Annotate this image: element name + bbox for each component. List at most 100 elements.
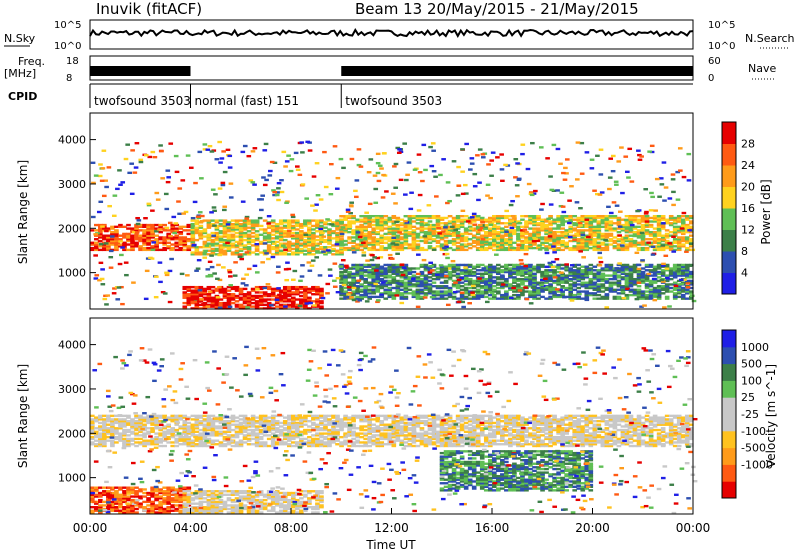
power-cells-cell bbox=[512, 222, 517, 225]
power-cells-cell bbox=[190, 296, 196, 299]
power-cells-cell bbox=[435, 239, 441, 243]
power-cells-cell bbox=[588, 218, 594, 221]
power-cells-cell bbox=[547, 235, 553, 238]
power-cells-cell bbox=[355, 270, 360, 274]
power-cells-cell bbox=[299, 251, 304, 254]
power-cells-cell bbox=[451, 220, 457, 223]
power-cells-cell bbox=[299, 294, 304, 298]
power-cells-cell bbox=[463, 263, 469, 267]
velocity-cells-cell bbox=[98, 416, 103, 419]
power-cells-cell bbox=[214, 247, 220, 251]
power-cells-cell bbox=[509, 226, 515, 230]
power-cells-cell bbox=[258, 301, 264, 305]
power-cells-cell bbox=[596, 274, 602, 277]
velocity-cells-cell bbox=[142, 443, 147, 446]
power-cells-cell bbox=[556, 223, 561, 227]
velocity-cells-cell bbox=[146, 418, 151, 421]
velocity-cells-cell bbox=[158, 437, 163, 441]
power-cells-cell bbox=[399, 270, 405, 274]
power-cells-cell bbox=[628, 229, 634, 232]
power-cells-cell bbox=[242, 293, 248, 296]
power-cells-cell bbox=[688, 220, 694, 223]
power-cells-cell bbox=[596, 286, 602, 290]
power-cells-cell bbox=[556, 283, 561, 286]
power-cells-cell bbox=[242, 235, 248, 238]
power-cells-cell bbox=[318, 198, 324, 201]
power-cells-cell bbox=[540, 270, 545, 274]
power-cells-cell bbox=[417, 193, 423, 197]
power-cells-cell bbox=[286, 291, 292, 294]
power-cells-cell bbox=[604, 214, 610, 218]
power-cells-cell bbox=[373, 282, 379, 286]
power-cells-cell bbox=[355, 231, 361, 234]
power-cells-cell bbox=[393, 202, 398, 205]
velocity-cells-cell bbox=[162, 435, 167, 439]
power-cells-cell bbox=[150, 234, 155, 237]
power-cells-cell bbox=[396, 151, 402, 155]
velocity-cells-cell bbox=[190, 427, 196, 430]
power-cells-cell bbox=[604, 243, 610, 246]
power-cells-cell bbox=[478, 247, 484, 251]
power-cells-cell bbox=[492, 239, 497, 243]
power-cells-cell bbox=[552, 238, 557, 241]
power-cells-cell bbox=[500, 234, 505, 237]
power-cells-cell bbox=[423, 265, 429, 268]
power-cells-cell bbox=[295, 165, 300, 168]
power-cells-cell bbox=[649, 150, 655, 154]
power-cells-cell bbox=[520, 281, 525, 284]
power-cells-cell bbox=[576, 286, 582, 290]
power-cells-cell bbox=[447, 286, 453, 290]
power-cells-cell bbox=[387, 293, 393, 297]
power-cells-cell bbox=[604, 216, 610, 220]
power-cells-cell bbox=[676, 230, 682, 234]
power-cells-cell bbox=[580, 290, 586, 293]
power-cells-cell bbox=[584, 292, 590, 295]
power-cells-cell bbox=[640, 218, 646, 221]
power-cells-cell bbox=[544, 274, 549, 277]
cpid-segment-0: twofsound 3503 bbox=[94, 94, 191, 108]
power-cells-cell bbox=[600, 248, 606, 252]
power-cells-cell bbox=[186, 293, 192, 296]
velocity-cells-cell bbox=[90, 427, 95, 430]
power-cells-cell bbox=[163, 192, 169, 196]
power-cells-cell bbox=[520, 292, 525, 295]
power-cells-cell bbox=[415, 246, 421, 250]
power-cells-cell bbox=[528, 274, 533, 277]
power-cells-cell bbox=[199, 298, 204, 301]
power-cells-cell bbox=[319, 305, 324, 308]
power-cells-cell bbox=[321, 250, 326, 253]
power-cells-cell bbox=[532, 269, 537, 272]
power-cells-cell bbox=[114, 229, 119, 232]
power-cells-cell bbox=[508, 263, 513, 267]
power-cells-cell bbox=[299, 235, 304, 238]
power-cells-cell bbox=[94, 238, 99, 241]
velocity-cells-cell bbox=[106, 423, 111, 426]
power-cells-cell bbox=[134, 225, 139, 229]
power-cells-cell bbox=[168, 142, 174, 145]
power-cells-cell bbox=[138, 158, 144, 162]
power-cells-cell bbox=[367, 220, 372, 223]
power-cells-cell bbox=[504, 241, 509, 244]
power-cells-cell bbox=[475, 288, 481, 291]
power-cells-cell bbox=[536, 270, 541, 274]
power-cells-cell bbox=[403, 230, 409, 234]
power-cells-cell bbox=[226, 235, 232, 238]
power-cells-cell bbox=[343, 269, 348, 272]
power-cells-cell bbox=[214, 235, 220, 238]
power-cells-cell bbox=[520, 225, 525, 229]
power-cells-cell bbox=[664, 234, 670, 237]
power-cells-cell bbox=[656, 229, 662, 232]
power-cells-cell bbox=[246, 237, 252, 240]
power-cells-cell bbox=[351, 216, 356, 220]
power-ylabel: Slant Range [km] bbox=[16, 160, 30, 264]
power-cells-cell bbox=[266, 307, 272, 310]
power-cells-cell bbox=[363, 245, 368, 248]
power-cells-cell bbox=[608, 239, 614, 243]
power-cells-cell bbox=[640, 238, 646, 241]
velocity-cells-cell bbox=[146, 432, 151, 435]
power-cells-cell bbox=[532, 288, 537, 291]
power-cells-cell bbox=[620, 288, 626, 291]
power-cells-cell bbox=[375, 276, 381, 279]
power-cells-cell bbox=[190, 285, 196, 289]
power-cells-cell bbox=[592, 285, 598, 288]
